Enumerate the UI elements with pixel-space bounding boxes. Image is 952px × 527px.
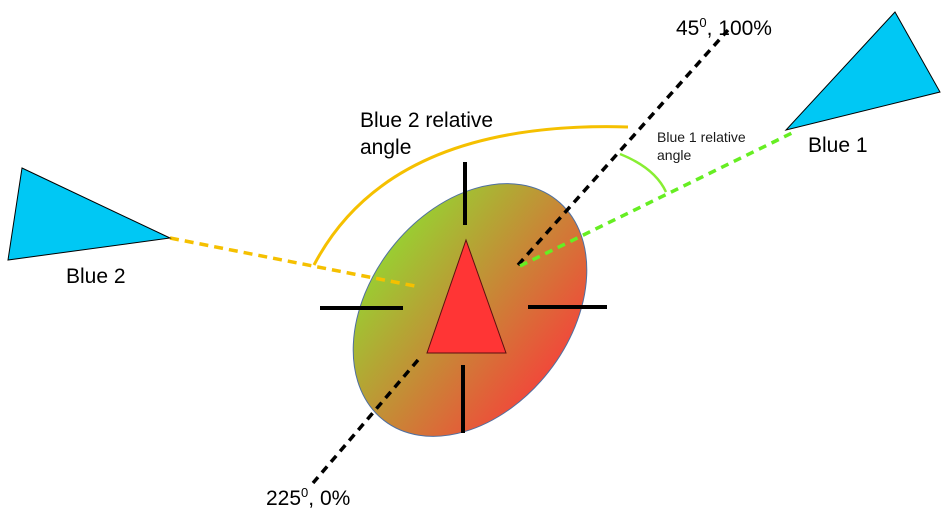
blue2-label: Blue 2 (66, 265, 126, 288)
blue2-bearing-line (169, 236, 421, 289)
blue1-label: Blue 1 (808, 134, 868, 157)
blue2-triangle (7, 167, 172, 261)
blue1-relative-angle-label: Blue 1 relative angle (657, 129, 750, 163)
blue1-triangle (784, 11, 941, 131)
red-triangle (426, 238, 507, 354)
blue1-bearing-line (519, 131, 793, 268)
axis-upper-dashed (516, 28, 730, 267)
bottom-axis-label: 2250, 0% (266, 485, 350, 510)
top-axis-label: 450, 100% (676, 15, 772, 40)
blue2-relative-angle-arc (312, 125, 629, 266)
blue2-relative-angle-label: Blue 2 relative angle (360, 109, 499, 159)
blue1-relative-angle-arc (619, 152, 668, 193)
